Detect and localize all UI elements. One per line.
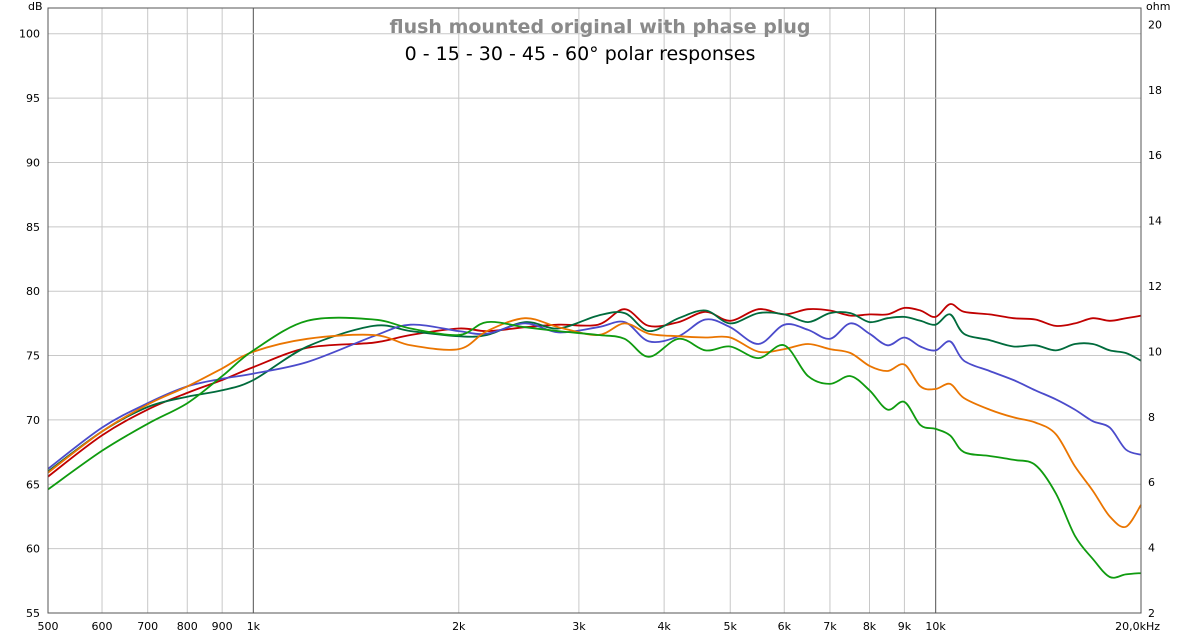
series-line-2 (47, 309, 1142, 473)
y-tick-label-right: 12 (1148, 280, 1162, 293)
series-line-3 (47, 318, 1142, 470)
x-tick-label: 20,0kHz (1115, 620, 1160, 633)
x-tick-label: 8k (863, 620, 877, 633)
x-tick-label: 6k (778, 620, 792, 633)
y-tick-label-left: 90 (26, 156, 40, 169)
y-tick-label-right: 2 (1148, 607, 1155, 620)
y-tick-label-right: 8 (1148, 411, 1155, 424)
y-tick-label-right: 20 (1148, 18, 1162, 31)
grid (47, 8, 1142, 614)
chart-subtitle: 0 - 15 - 30 - 45 - 60° polar responses (405, 43, 756, 65)
x-tick-label: 900 (212, 620, 233, 633)
y-axis-left-ticks: 55 60 65 70 75 80 85 90 95 100 (19, 28, 40, 620)
series-line-1 (47, 303, 1142, 478)
y-tick-label-left: 60 (26, 543, 40, 556)
y-tick-label-left: 75 (26, 350, 40, 363)
y-axis-left-label: dB (28, 0, 43, 13)
series-lines (47, 303, 1142, 579)
x-tick-label: 10k (925, 620, 946, 633)
y-axis-right-ticks: 2 4 6 8 10 12 14 16 18 20 (1148, 18, 1162, 620)
chart-title: flush mounted original with phase plug (390, 16, 811, 38)
y-tick-label-left: 80 (26, 285, 40, 298)
x-tick-label: 500 (38, 620, 59, 633)
y-tick-label-right: 18 (1148, 84, 1162, 97)
y-tick-label-right: 16 (1148, 149, 1162, 162)
y-tick-label-left: 100 (19, 28, 40, 41)
x-tick-label: 1k (247, 620, 261, 633)
x-tick-label: 7k (823, 620, 837, 633)
y-tick-label-left: 95 (26, 92, 40, 105)
x-tick-label: 600 (92, 620, 113, 633)
y-tick-label-left: 65 (26, 478, 40, 491)
x-tick-label: 700 (137, 620, 158, 633)
y-tick-label-left: 85 (26, 221, 40, 234)
x-tick-label: 4k (657, 620, 671, 633)
y-tick-label-right: 4 (1148, 542, 1155, 555)
x-tick-label: 800 (177, 620, 198, 633)
x-tick-label: 3k (572, 620, 586, 633)
y-tick-label-right: 14 (1148, 215, 1162, 228)
x-tick-label: 2k (452, 620, 466, 633)
y-axis-right-label: ohm (1146, 0, 1170, 13)
x-tick-label: 5k (724, 620, 738, 633)
y-tick-label-left: 55 (26, 607, 40, 620)
y-tick-label-right: 10 (1148, 345, 1162, 358)
x-tick-label: 9k (898, 620, 912, 633)
series-line-5 (47, 316, 1142, 579)
y-tick-label-left: 70 (26, 414, 40, 427)
plot-frame (47, 7, 1142, 614)
x-axis-ticks: 500 600 700 800 900 1k 2k 3k 4k 5k 6k 7k 8k 9k 10k 20,0… (38, 620, 1161, 633)
y-tick-label-right: 6 (1148, 476, 1155, 489)
